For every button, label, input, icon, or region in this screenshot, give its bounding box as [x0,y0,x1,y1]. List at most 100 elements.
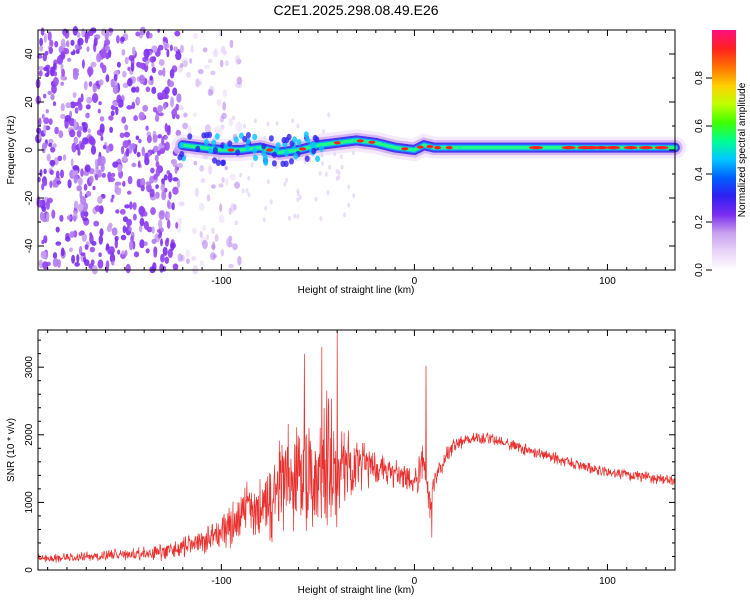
noise-blob [176,162,183,169]
noise-blob [335,176,339,181]
ridge-blob [223,143,229,150]
noise-blob [93,220,100,227]
noise-blob [89,232,93,238]
noise-blob [54,126,59,135]
ridge-blob [187,133,193,140]
noise-blob [145,60,149,66]
ridge-peak [639,146,653,150]
noise-blob [72,26,79,36]
noise-blob [210,70,216,76]
colorbar-tick-label: 0.8 [694,71,705,85]
ridge-blob [204,132,210,139]
noise-blob [201,239,208,250]
snr-y-tick-label: 0 [24,567,35,573]
noise-blob [235,55,241,65]
noise-blob [138,225,143,233]
noise-blob [174,165,178,174]
noise-blob [145,86,151,93]
noise-blob [122,140,129,149]
ridge-blob [211,139,217,146]
noise-blob [66,215,72,221]
noise-blob [52,252,58,259]
noise-blob [199,231,203,238]
noise-blob [110,110,115,117]
noise-blob [55,241,62,246]
noise-blob [232,243,238,251]
noise-blob [117,249,121,255]
noise-blob [90,259,95,266]
noise-blob [88,68,92,78]
noise-blob [91,93,99,103]
noise-blob [218,128,223,138]
spectrogram-x-tick-label: 0 [412,276,418,287]
noise-blob [222,89,227,98]
noise-blob [51,84,57,94]
noise-blob [120,234,127,241]
noise-blob [236,76,243,85]
noise-blob [48,142,53,147]
noise-blob [145,181,152,186]
noise-blob [42,212,46,219]
noise-blob [107,250,114,255]
noise-blob [172,177,179,182]
noise-blob [151,226,155,234]
spectrogram-x-axis-label: Height of straight line (km) [298,285,415,296]
noise-blob [158,112,164,117]
noise-blob [92,185,96,191]
noise-blob [239,172,243,178]
snr-y-tick-label: 2000 [24,423,35,446]
ridge-blob [263,159,269,166]
noise-blob [135,31,141,37]
noise-blob [214,234,219,242]
noise-blob [80,168,84,177]
ridge-blob [178,142,184,149]
ridge-peak [333,141,341,145]
noise-blob [64,115,72,122]
ridge-peak [561,146,576,150]
noise-blob [105,260,110,270]
spectrogram-ridge [171,129,686,167]
noise-blob [253,118,257,124]
noise-blob [105,243,110,251]
noise-blob [120,36,125,42]
snr-x-tick-label: 100 [599,576,616,587]
noise-blob [43,33,47,43]
noise-blob [207,58,213,64]
noise-blob [74,102,79,107]
ridge-blob [242,135,248,143]
noise-blob [82,217,88,222]
noise-blob [101,172,107,178]
ridge-blob [319,145,324,152]
noise-blob [247,192,251,198]
noise-blob [124,249,128,257]
spectrogram-y-axis-label: Frequency (Hz) [6,116,17,185]
noise-blob [122,155,127,162]
noise-blob [199,202,205,211]
noise-blob [158,69,163,76]
noise-blob [243,123,247,129]
ridge-blob [221,159,226,166]
noise-blob [94,205,101,212]
noise-blob [43,168,47,175]
colorbar-tick-label: 0.2 [694,215,705,229]
noise-blob [221,112,227,120]
noise-blob [84,164,91,173]
ridge-peak [594,146,609,150]
noise-blob [122,180,126,187]
noise-blob [228,263,234,269]
noise-blob [122,225,127,234]
ridge-blob [177,154,183,161]
noise-blob [140,185,145,192]
noise-blob [97,169,102,178]
noise-blob [314,196,318,202]
noise-blob [219,203,223,213]
noise-blob [140,177,146,188]
noise-blob [326,190,330,196]
noise-blob [156,150,162,156]
noise-blob [77,203,84,213]
noise-blob [352,193,356,199]
ridge-blob [293,153,299,160]
noise-blob [112,101,119,107]
chart-title: C2E1.2025.298.08.49.E26 [273,2,438,18]
